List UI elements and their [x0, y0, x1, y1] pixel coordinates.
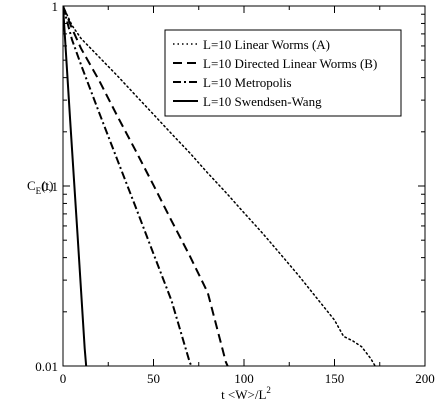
x-tick-label: 150 [325, 371, 345, 386]
legend-label: L=10 Directed Linear Worms (B) [203, 56, 377, 71]
x-tick-label: 200 [415, 371, 435, 386]
series-layer [63, 6, 377, 366]
x-axis-label-sup: 2 [266, 385, 271, 395]
x-tick-label: 0 [60, 371, 67, 386]
legend-label: L=10 Swendsen-Wang [203, 94, 322, 109]
legend-label: L=10 Linear Worms (A) [203, 37, 330, 52]
legend-box [164, 29, 402, 117]
axes: 0 50 100 150 200 0.01 0.1 1 [35, 0, 435, 386]
x-tick-label: 100 [234, 371, 254, 386]
legend-label: L=10 Metropolis [203, 75, 292, 90]
series-line-2 [63, 6, 229, 366]
x-axis-label: t <W>/L2 [221, 385, 271, 402]
y-axis-label-main: C [27, 178, 36, 193]
legend: L=10 Linear Worms (A) L=10 Directed Linea… [164, 29, 402, 117]
x-axis-label-main: t <W>/L [221, 387, 266, 402]
series-line-1 [63, 6, 377, 366]
y-tick-label: 0.1 [42, 179, 58, 194]
series-line-3 [63, 6, 193, 366]
series-line-4 [63, 6, 88, 366]
x-tick-label: 50 [147, 371, 160, 386]
y-axis-label-suffix: (t) [41, 178, 53, 193]
y-axis-label-sub: E [36, 186, 42, 196]
y-axis-label: CE(t) [27, 178, 53, 196]
y-tick-label: 0.01 [35, 359, 58, 374]
y-tick-label: 1 [52, 0, 59, 14]
